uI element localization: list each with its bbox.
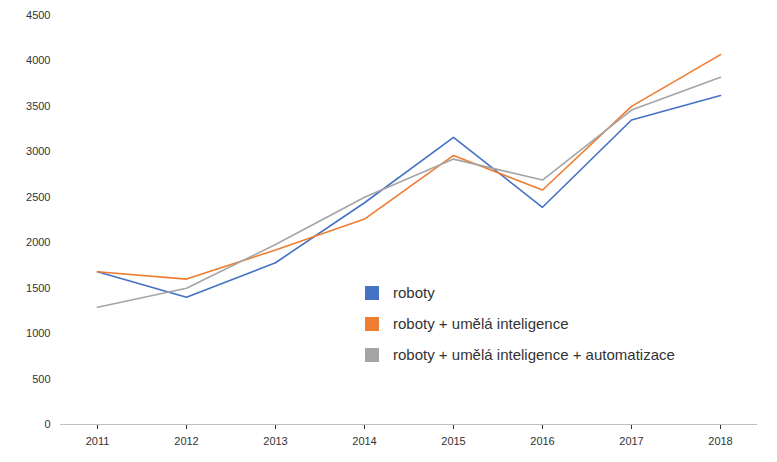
svg-text:2013: 2013	[263, 435, 287, 447]
svg-text:2018: 2018	[708, 435, 732, 447]
svg-text:2011: 2011	[86, 435, 110, 447]
svg-text:2012: 2012	[174, 435, 198, 447]
svg-text:2000: 2000	[26, 236, 50, 248]
svg-text:1000: 1000	[26, 327, 50, 339]
svg-text:0: 0	[44, 418, 50, 430]
svg-text:2015: 2015	[441, 435, 465, 447]
svg-text:2014: 2014	[352, 435, 376, 447]
html-text:roboty + umělá inteligence: roboty + umělá inteligence	[393, 315, 569, 332]
svg-text:4500: 4500	[26, 9, 50, 21]
svg-text:2500: 2500	[26, 191, 50, 203]
svg-text:3000: 3000	[26, 145, 50, 157]
html-text:roboty: roboty	[393, 284, 435, 301]
svg-text:1500: 1500	[26, 282, 50, 294]
svg-text:2017: 2017	[619, 435, 643, 447]
svg-text:500: 500	[32, 373, 50, 385]
svg-text:4000: 4000	[26, 54, 50, 66]
svg-text:2016: 2016	[530, 435, 554, 447]
html-text:roboty + umělá inteligence + a: roboty + umělá inteligence + automatizac…	[393, 346, 675, 363]
svg-text:3500: 3500	[26, 100, 50, 112]
